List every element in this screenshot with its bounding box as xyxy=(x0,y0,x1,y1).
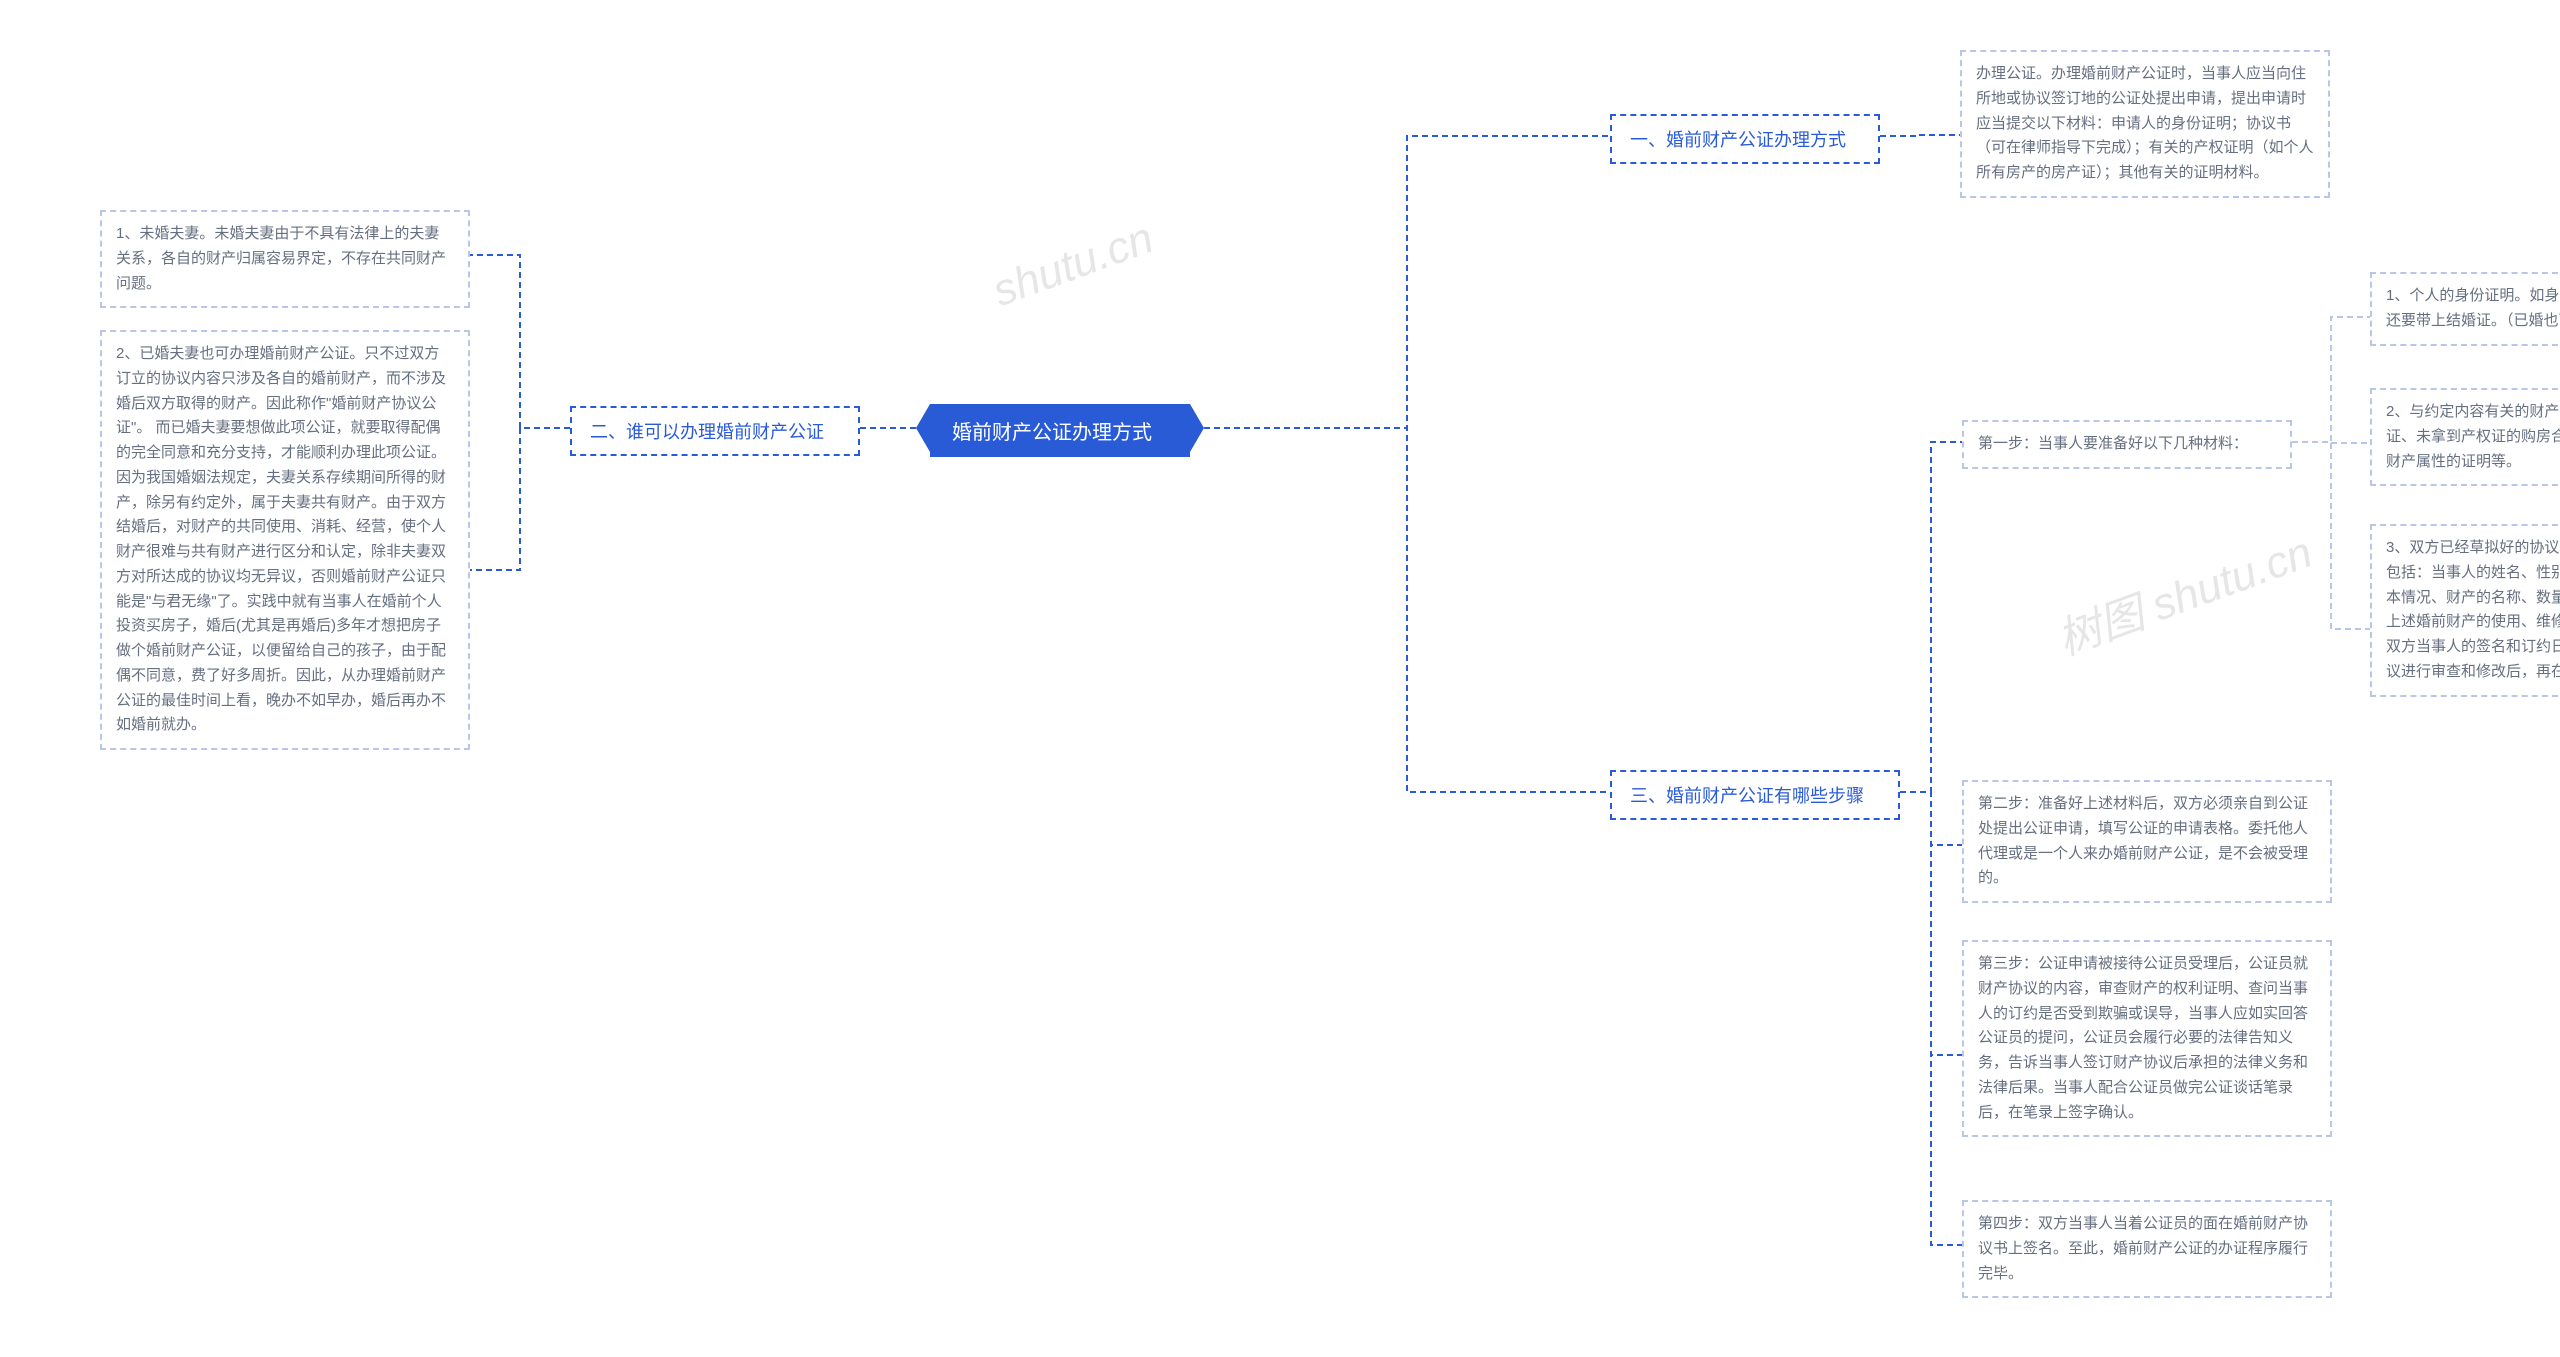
leaf-node-b3s2: 第二步：准备好上述材料后，双方必须亲自到公证处提出公证申请，填写公证的申请表格。… xyxy=(1962,780,2332,903)
leaf-node-b3s4: 第四步：双方当事人当着公证员的面在婚前财产协议书上签名。至此，婚前财产公证的办证… xyxy=(1962,1200,2332,1298)
leaf-node-b3s1c2: 2、与约定内容有关的财产所有权证明。如房产证、未拿到产权证的购房合同和付款发票等… xyxy=(2370,388,2560,486)
watermark: shutu.cn xyxy=(986,213,1159,317)
leaf-node-b3s3: 第三步：公证申请被接待公证员受理后，公证员就财产协议的内容，审查财产的权利证明、… xyxy=(1962,940,2332,1137)
leaf-node-b3s1c3: 3、双方已经草拟好的协议书。协议书的内容一般包括：当事人的姓名、性别、职业、住址… xyxy=(2370,524,2560,697)
branch-node-b3: 三、婚前财产公证有哪些步骤 xyxy=(1610,770,1900,820)
leaf-node-b2l2: 2、已婚夫妻也可办理婚前财产公证。只不过双方订立的协议内容只涉及各自的婚前财产，… xyxy=(100,330,470,750)
leaf-node-b2l1: 1、未婚夫妻。未婚夫妻由于不具有法律上的夫妻关系，各自的财产归属容易界定，不存在… xyxy=(100,210,470,308)
watermark: 树图 shutu.cn xyxy=(2047,516,2319,667)
branch-node-b1: 一、婚前财产公证办理方式 xyxy=(1610,114,1880,164)
branch-node-b2: 二、谁可以办理婚前财产公证 xyxy=(570,406,860,456)
leaf-node-b3s1c1: 1、个人的身份证明。如身份证、户口薄，已婚的还要带上结婚证。（已婚也可补办）。 xyxy=(2370,272,2560,346)
root-node: 婚前财产公证办理方式 xyxy=(930,404,1190,457)
leaf-node-b1l1: 办理公证。办理婚前财产公证时，当事人应当向住所地或协议签订地的公证处提出申请，提… xyxy=(1960,50,2330,198)
leaf-node-b3s1: 第一步：当事人要准备好以下几种材料： xyxy=(1962,420,2292,469)
mindmap-canvas: 婚前财产公证办理方式shutu.cn树图 shutu.cnshutu.cn一、婚… xyxy=(0,0,2560,1357)
